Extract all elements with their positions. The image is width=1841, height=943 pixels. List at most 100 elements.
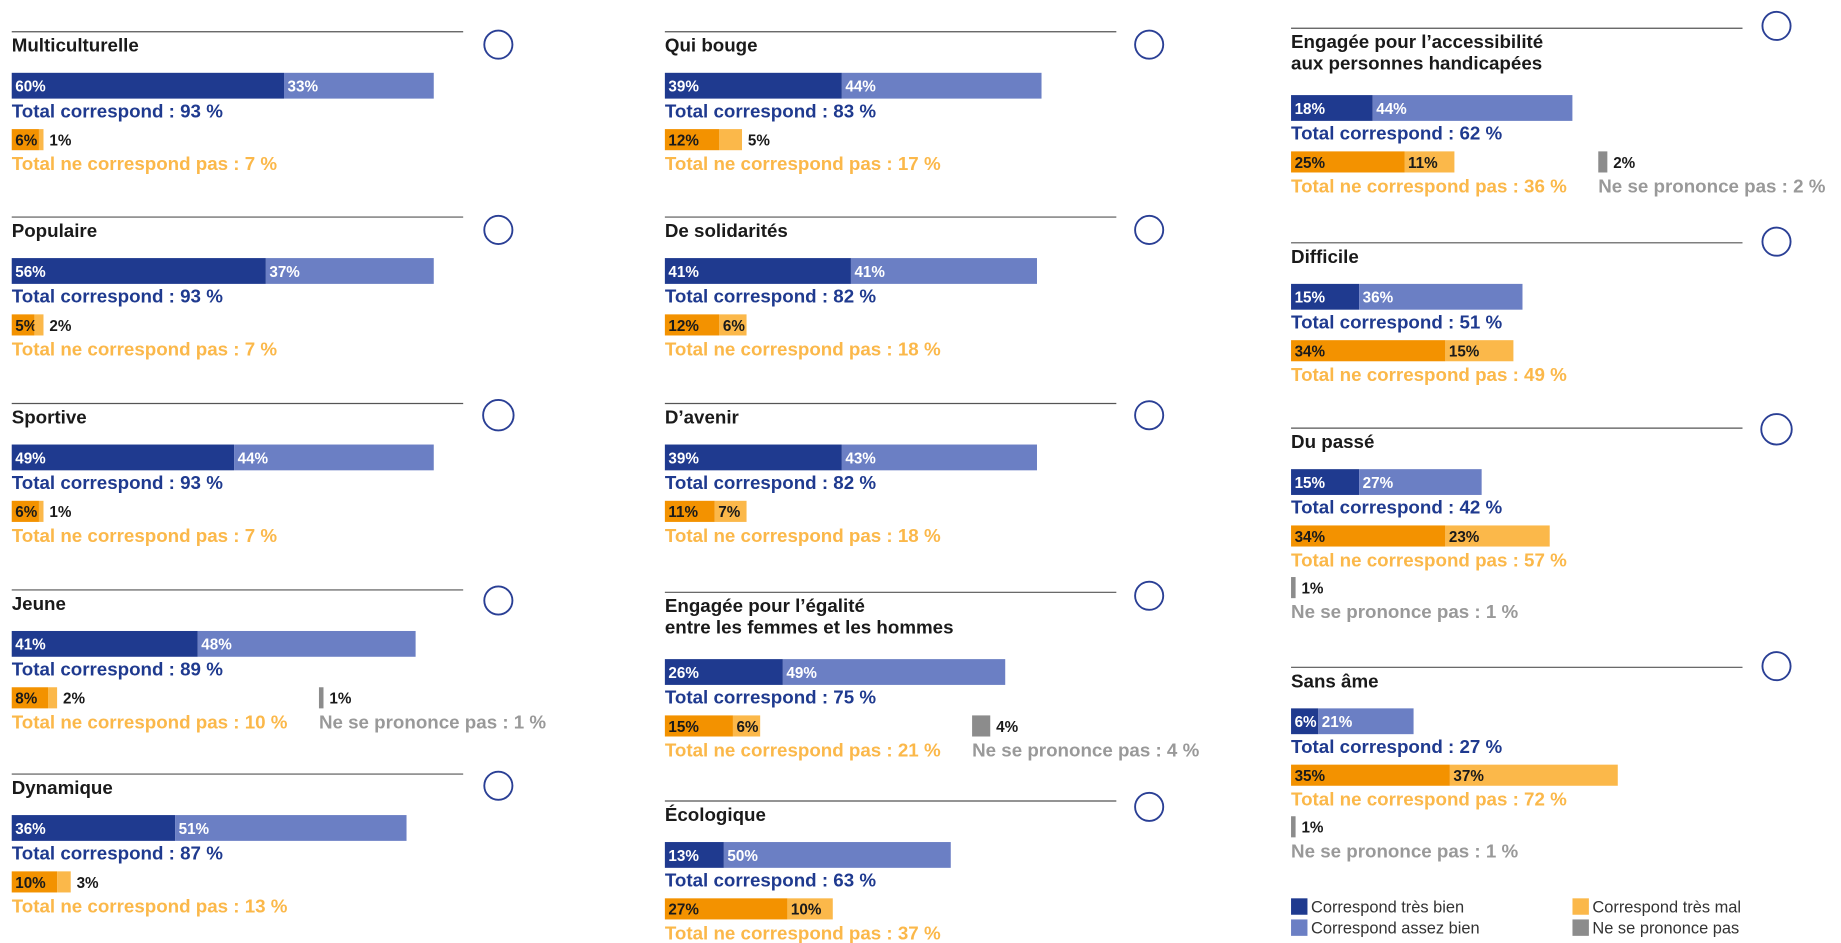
icon bbox=[1134, 580, 1165, 611]
bar bbox=[1359, 283, 1523, 310]
neg-bar bbox=[11, 500, 39, 522]
neg-bar bbox=[664, 715, 733, 737]
icon bbox=[1134, 29, 1165, 60]
neg-bar-label: 5% bbox=[748, 133, 770, 150]
nsp-total: Ne se prononce pas : 1 % bbox=[1291, 840, 1518, 861]
neg-bar-label: 1% bbox=[49, 133, 71, 150]
neg-bar bbox=[1449, 764, 1618, 786]
neg-bar-label: 15% bbox=[668, 719, 699, 736]
neg-bar bbox=[664, 129, 720, 151]
total-ne-correspond: Total ne correspond pas : 17 % bbox=[665, 153, 941, 174]
item-title: aux personnes handicapées bbox=[1291, 52, 1542, 73]
total-correspond: Total correspond : 51 % bbox=[1291, 311, 1502, 332]
bar bbox=[841, 444, 1037, 471]
bar bbox=[265, 258, 434, 284]
item-title: Qui bouge bbox=[665, 35, 758, 56]
item-title: Sans âme bbox=[1291, 670, 1379, 691]
nsp-bar bbox=[318, 687, 324, 709]
total-ne-correspond: Total ne correspond pas : 21 % bbox=[665, 739, 941, 760]
legend-swatch bbox=[1572, 898, 1589, 915]
total-ne-correspond: Total ne correspond pas : 37 % bbox=[665, 922, 941, 943]
bar-label: 44% bbox=[845, 79, 876, 96]
total-ne-correspond: Total ne correspond pas : 36 % bbox=[1291, 175, 1567, 196]
bar-label: 36% bbox=[1363, 290, 1394, 307]
total-correspond: Total correspond : 93 % bbox=[12, 100, 223, 121]
neg-bar bbox=[34, 314, 44, 336]
icon bbox=[1761, 10, 1792, 41]
total-ne-correspond: Total ne correspond pas : 7 % bbox=[12, 153, 278, 174]
neg-bar-label: 2% bbox=[63, 691, 85, 708]
bar bbox=[11, 630, 198, 657]
nsp-bar bbox=[1291, 816, 1296, 838]
neg-bar-label: 6% bbox=[15, 133, 37, 150]
total-correspond: Total correspond : 82 % bbox=[665, 472, 876, 493]
icon bbox=[483, 585, 514, 616]
bar-label: 56% bbox=[15, 264, 46, 281]
neg-bar-label: 34% bbox=[1295, 529, 1326, 546]
icon bbox=[1760, 413, 1793, 446]
bar-label: 50% bbox=[727, 848, 758, 865]
icons bbox=[482, 10, 1793, 822]
icon bbox=[1761, 651, 1792, 682]
legend-label: Correspond très bien bbox=[1311, 898, 1464, 916]
nsp-label: 1% bbox=[329, 691, 351, 708]
icon bbox=[1134, 791, 1165, 822]
neg-bar bbox=[11, 314, 35, 336]
neg-bar bbox=[48, 687, 58, 709]
neg-bar bbox=[1445, 340, 1514, 362]
total-correspond: Total correspond : 42 % bbox=[1291, 497, 1502, 518]
neg-bar-label: 5% bbox=[15, 318, 37, 335]
neg-bar-label: 35% bbox=[1295, 768, 1326, 785]
total-ne-correspond: Total ne correspond pas : 49 % bbox=[1291, 364, 1567, 385]
neg-bar-label: 10% bbox=[15, 875, 46, 892]
neg-bar-label: 6% bbox=[723, 318, 745, 335]
bar bbox=[1291, 95, 1373, 121]
bar-label: 41% bbox=[854, 264, 885, 281]
item-title: D’avenir bbox=[665, 406, 740, 427]
item-title: Engagée pour l’égalité bbox=[665, 595, 865, 616]
bar bbox=[850, 258, 1037, 284]
nsp-total: Ne se prononce pas : 2 % bbox=[1598, 175, 1825, 196]
bar-label: 15% bbox=[1295, 475, 1326, 492]
total-correspond: Total correspond : 89 % bbox=[12, 659, 223, 680]
nsp-bar bbox=[972, 715, 991, 737]
total-ne-correspond: Total ne correspond pas : 13 % bbox=[12, 895, 288, 916]
item-title: entre les femmes et les hommes bbox=[665, 616, 954, 637]
bar-label: 36% bbox=[15, 821, 46, 838]
neg-bar-label: 6% bbox=[736, 719, 758, 736]
bar bbox=[723, 842, 951, 868]
icon bbox=[1134, 214, 1165, 245]
neg-bar-label: 25% bbox=[1295, 155, 1326, 172]
neg-bar bbox=[11, 871, 58, 893]
bar bbox=[664, 842, 724, 868]
total-correspond: Total correspond : 63 % bbox=[665, 870, 876, 891]
item-title: Sportive bbox=[12, 406, 87, 427]
bar bbox=[284, 72, 434, 99]
neg-bar bbox=[787, 898, 833, 920]
neg-bar-label: 7% bbox=[718, 504, 740, 521]
legend-swatch bbox=[1291, 898, 1308, 915]
bar-label: 41% bbox=[668, 264, 699, 281]
neg-bar-label: 23% bbox=[1449, 529, 1480, 546]
bar-label: 33% bbox=[288, 79, 319, 96]
bar-label: 39% bbox=[668, 450, 699, 467]
item-title: De solidarités bbox=[665, 220, 788, 241]
bar-label: 48% bbox=[201, 637, 232, 654]
total-correspond: Total correspond : 87 % bbox=[12, 843, 223, 864]
neg-bar bbox=[57, 871, 71, 893]
neg-bar-label: 1% bbox=[49, 504, 71, 521]
total-ne-correspond: Total ne correspond pas : 57 % bbox=[1291, 549, 1567, 570]
total-ne-correspond: Total ne correspond pas : 7 % bbox=[12, 525, 278, 546]
icon bbox=[483, 770, 514, 801]
neg-bar bbox=[1291, 151, 1405, 173]
neg-bar-label: 3% bbox=[77, 875, 99, 892]
bar-label: 18% bbox=[1295, 101, 1326, 118]
total-ne-correspond: Total ne correspond pas : 7 % bbox=[12, 338, 278, 359]
item-title: Jeune bbox=[12, 593, 66, 614]
bar bbox=[11, 258, 266, 284]
icon bbox=[483, 214, 514, 245]
neg-bar bbox=[732, 715, 761, 737]
neg-bar bbox=[1291, 525, 1446, 547]
icon bbox=[1761, 226, 1792, 257]
bar-label: 27% bbox=[1363, 475, 1394, 492]
